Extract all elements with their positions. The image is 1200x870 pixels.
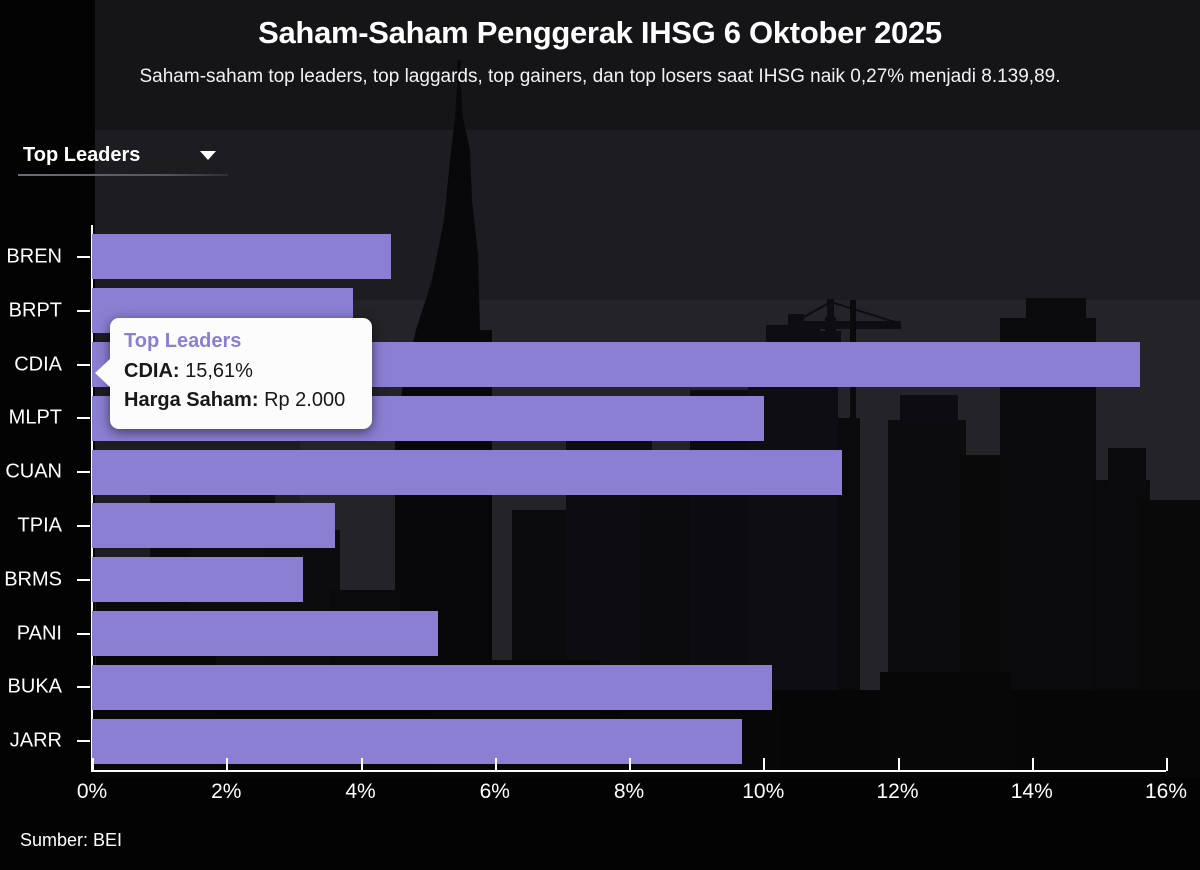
y-tick [77, 471, 90, 474]
y-axis-label-brpt: BRPT [8, 299, 62, 322]
y-tick [77, 578, 90, 581]
tooltip-arrow [95, 358, 111, 388]
y-tick [77, 740, 90, 743]
x-axis-label: 10% [742, 780, 785, 803]
chevron-down-icon [200, 151, 216, 160]
tooltip-row-value: Rp 2.000 [264, 389, 346, 411]
y-tick [77, 255, 90, 258]
x-axis-line [91, 770, 1166, 772]
tooltip-row: Harga Saham: Rp 2.000 [124, 386, 358, 415]
x-tick [763, 758, 766, 771]
bar-tpia[interactable] [92, 503, 335, 549]
y-axis-label-tpia: TPIA [17, 514, 62, 537]
chart-header: Saham-Saham Penggerak IHSG 6 Oktober 202… [0, 0, 1200, 89]
chart-tooltip: Top Leaders CDIA: 15,61% Harga Saham: Rp… [95, 318, 372, 429]
x-axis-label: 6% [479, 780, 510, 803]
bar-cuan[interactable] [92, 449, 842, 495]
bar-bren[interactable] [92, 234, 391, 280]
source-note: Sumber: BEI [20, 830, 123, 850]
x-tick [92, 758, 94, 771]
bottom-edge-shade [0, 778, 1200, 870]
y-axis-line [91, 225, 93, 770]
category-dropdown[interactable]: Top Leaders [18, 144, 228, 176]
y-axis-label-brms: BRMS [4, 568, 62, 591]
x-axis-label: 8% [613, 780, 645, 803]
y-axis-label-jarr: JARR [9, 729, 62, 752]
tooltip-row-value: 15,61% [185, 360, 253, 382]
y-axis-label-cdia: CDIA [14, 353, 62, 375]
y-tick [77, 363, 90, 366]
x-axis-label: 2% [211, 780, 242, 803]
dropdown-selected-label: Top Leaders [23, 144, 141, 166]
bar-jarr[interactable] [92, 718, 742, 764]
x-axis-label: 0% [76, 780, 108, 803]
x-tick [897, 758, 900, 771]
tooltip-row-key: Harga Saham: [124, 389, 259, 411]
dropdown-row[interactable]: Top Leaders [18, 144, 228, 174]
x-tick [360, 758, 363, 771]
page-title: Saham-Saham Penggerak IHSG 6 Oktober 202… [258, 15, 942, 50]
x-axis-label: 14% [1010, 780, 1053, 803]
y-tick [77, 417, 90, 420]
page-subtitle: Saham-saham top leaders, top laggards, t… [139, 65, 1061, 87]
y-axis-label-cuan: CUAN [5, 460, 62, 483]
x-axis-label: 12% [876, 780, 919, 803]
x-tick [494, 758, 497, 771]
tooltip-row: CDIA: 15,61% [124, 357, 358, 386]
x-tick [1031, 758, 1034, 771]
y-tick [77, 686, 90, 689]
y-axis-label-buka: BUKA [7, 675, 62, 698]
y-tick [77, 309, 90, 312]
y-axis-label-pani: PANI [16, 622, 62, 644]
dropdown-underline [18, 174, 228, 176]
bar-buka[interactable] [92, 664, 772, 710]
left-edge-shade [0, 0, 95, 870]
x-axis-label: 16% [1144, 780, 1188, 803]
y-tick [77, 524, 90, 527]
y-axis-label-bren: BREN [6, 245, 62, 268]
y-axis-label-mlpt: MLPT [8, 406, 62, 429]
x-axis-label: 4% [345, 780, 376, 803]
bar-brms[interactable] [92, 557, 304, 603]
x-tick [226, 758, 229, 771]
tooltip-title: Top Leaders [124, 330, 242, 352]
x-tick [1166, 758, 1168, 771]
bar-pani[interactable] [92, 611, 439, 656]
y-tick [77, 632, 90, 635]
x-tick [629, 758, 631, 771]
tooltip-row-key: CDIA: [124, 360, 180, 382]
